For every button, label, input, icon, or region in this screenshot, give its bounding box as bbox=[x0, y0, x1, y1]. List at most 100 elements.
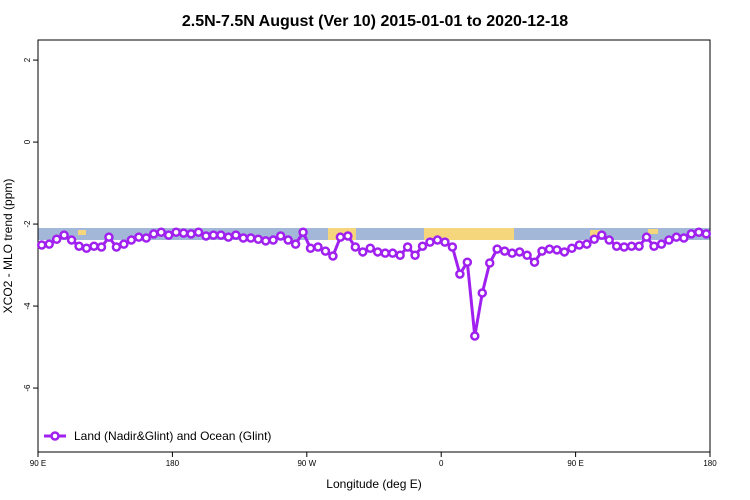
data-point bbox=[380, 248, 390, 258]
x-tick-label: 90 E bbox=[567, 459, 583, 468]
data-point bbox=[231, 230, 241, 240]
data-point bbox=[484, 258, 495, 268]
data-point bbox=[402, 242, 413, 252]
data-point bbox=[268, 235, 278, 245]
data-point bbox=[350, 242, 361, 252]
data-point bbox=[507, 248, 517, 258]
data-point bbox=[260, 236, 271, 246]
data-point bbox=[365, 243, 376, 254]
data-point bbox=[499, 246, 510, 256]
data-point bbox=[201, 231, 211, 241]
data-point bbox=[111, 242, 122, 252]
data-point bbox=[246, 233, 256, 243]
data-point bbox=[387, 248, 398, 258]
data-point bbox=[544, 244, 555, 254]
data-point bbox=[171, 227, 181, 238]
chart-title: 2.5N-7.5N August (Ver 10) 2015-01-01 to … bbox=[182, 13, 568, 30]
data-point bbox=[343, 231, 353, 241]
data-point bbox=[253, 234, 264, 244]
data-point bbox=[81, 243, 92, 254]
data-point bbox=[447, 242, 458, 252]
x-tick-label: 90 W bbox=[297, 459, 316, 468]
y-tick-label: 2 bbox=[23, 57, 32, 62]
data-point bbox=[574, 240, 585, 250]
data-point bbox=[462, 257, 473, 267]
data-point bbox=[417, 241, 428, 251]
data-point bbox=[36, 240, 47, 250]
data-point bbox=[395, 250, 405, 260]
data-point bbox=[223, 232, 234, 242]
data-point bbox=[410, 250, 420, 260]
data-point bbox=[686, 229, 697, 239]
data-point bbox=[567, 243, 577, 254]
legend-label: Land (Nadir&Glint) and Ocean (Glint) bbox=[74, 429, 271, 443]
data-point bbox=[552, 245, 562, 255]
data-point bbox=[298, 227, 308, 238]
x-tick-label: 180 bbox=[166, 459, 180, 468]
data-point bbox=[66, 235, 77, 245]
data-point bbox=[649, 241, 659, 251]
data-point bbox=[275, 231, 286, 241]
data-point bbox=[134, 232, 144, 242]
data-point bbox=[126, 235, 137, 245]
data-point bbox=[186, 229, 196, 239]
data-point bbox=[178, 228, 189, 238]
data-point bbox=[619, 242, 629, 252]
y-tick-label: -2 bbox=[23, 220, 32, 228]
data-point bbox=[701, 229, 712, 239]
data-point bbox=[596, 230, 607, 240]
data-point bbox=[208, 230, 219, 240]
data-point bbox=[74, 241, 84, 251]
data-point bbox=[290, 239, 301, 249]
legend-marker bbox=[50, 431, 60, 441]
y-tick-label: 0 bbox=[23, 139, 32, 144]
x-tick-label: 90 E bbox=[30, 459, 46, 468]
data-point bbox=[432, 235, 443, 245]
data-point bbox=[611, 241, 622, 251]
data-point bbox=[626, 241, 637, 251]
data-point bbox=[156, 227, 166, 238]
data-point bbox=[328, 251, 338, 261]
data-point bbox=[89, 241, 99, 251]
data-point bbox=[470, 331, 480, 341]
data-point bbox=[320, 246, 331, 256]
data-point bbox=[671, 232, 682, 242]
data-point bbox=[163, 230, 174, 240]
data-point bbox=[96, 242, 107, 252]
data-point bbox=[193, 227, 204, 238]
data-point bbox=[238, 233, 249, 243]
data-point bbox=[104, 232, 114, 242]
data-point bbox=[358, 247, 368, 257]
data-point bbox=[216, 230, 226, 240]
data-point bbox=[679, 233, 689, 243]
x-axis-title: Longitude (deg E) bbox=[326, 477, 421, 491]
data-point bbox=[492, 244, 502, 254]
data-point bbox=[559, 247, 570, 257]
data-point bbox=[529, 257, 540, 267]
y-axis-title: XCO2 - MLO trend (ppm) bbox=[1, 179, 15, 314]
data-point bbox=[148, 229, 159, 239]
data-point bbox=[44, 239, 54, 249]
data-point bbox=[522, 250, 532, 260]
data-point bbox=[656, 239, 667, 249]
data-point bbox=[455, 269, 465, 279]
data-point bbox=[51, 234, 62, 244]
data-point bbox=[604, 235, 614, 245]
data-point bbox=[477, 288, 488, 298]
data-point bbox=[119, 239, 129, 249]
data-point bbox=[425, 237, 435, 247]
data-point bbox=[694, 227, 704, 238]
x-tick-label: 0 bbox=[439, 459, 444, 468]
data-point bbox=[305, 243, 316, 254]
y-tick-label: -6 bbox=[23, 384, 32, 392]
data-point bbox=[514, 247, 525, 257]
data-point bbox=[141, 233, 152, 243]
x-tick-label: 180 bbox=[703, 459, 717, 468]
data-point bbox=[283, 235, 293, 245]
data-point bbox=[335, 232, 346, 242]
data-point bbox=[59, 230, 69, 240]
data-point bbox=[313, 242, 323, 252]
data-point bbox=[589, 234, 600, 244]
data-point bbox=[537, 246, 547, 256]
